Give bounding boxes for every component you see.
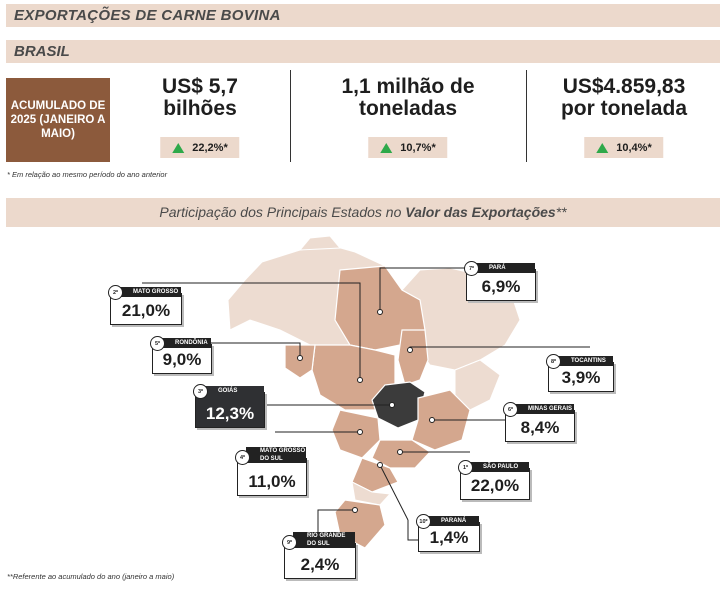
callout-sao-paulo: SÃO PAULO 1º 22,0% xyxy=(458,460,530,500)
marker-rondonia xyxy=(297,355,303,361)
state-label: TOCANTINS xyxy=(557,356,613,366)
share-value: 12,3% xyxy=(205,404,255,423)
leader-rondonia xyxy=(175,342,301,358)
callout-goias: GOIÁS 3º 12,3% xyxy=(193,384,265,428)
share-value: 21,0% xyxy=(121,301,171,320)
share-value: 3,9% xyxy=(561,368,601,387)
leader-para xyxy=(379,267,470,312)
arrow-up-icon xyxy=(380,142,393,153)
kpi-price: US$4.859,83 por tonelada 10,4%* xyxy=(528,68,720,162)
rank-badge: 5º xyxy=(150,336,165,351)
map-state-rondonia xyxy=(284,344,316,379)
state-label: MATO GROSSO xyxy=(119,287,181,297)
share-value: 1,4% xyxy=(429,528,469,547)
page-title: EXPORTAÇÕES DE CARNE BOVINA xyxy=(14,7,281,24)
leader-rio-grande-do-sul xyxy=(317,509,355,535)
rank-badge: 6º xyxy=(503,402,518,417)
kpi-volume-line2: toneladas xyxy=(358,97,458,120)
map-state-mato-grosso-do-sul xyxy=(331,409,381,459)
kpi-volume-line1: 1,1 milhão de xyxy=(341,75,475,98)
kpi-divider xyxy=(290,70,291,162)
marker-minas-gerais xyxy=(429,417,435,423)
marker-mato-grosso xyxy=(357,377,363,383)
arrow-up-icon xyxy=(172,142,185,153)
title-band: EXPORTAÇÕES DE CARNE BOVINA xyxy=(6,4,720,27)
kpi-volume-change: 10,7%* xyxy=(368,137,448,158)
marker-goias xyxy=(389,402,395,408)
state-label: PARANÁ xyxy=(427,516,479,526)
rank-badge: 9º xyxy=(282,535,297,550)
state-label: MINAS GERAIS xyxy=(514,404,574,414)
callout-mato-grosso: MATO GROSSO 2º 21,0% xyxy=(108,285,182,325)
rank-badge: 10º xyxy=(416,514,431,529)
share-value: 2,4% xyxy=(300,555,340,574)
rank-badge: 7º xyxy=(464,261,479,276)
state-label: MATO GROSSO DO SUL xyxy=(246,447,306,463)
rank-badge: 4º xyxy=(235,450,250,465)
map-state-parana xyxy=(351,457,399,493)
state-label: GOIÁS xyxy=(204,386,264,396)
leader-parana-2 xyxy=(379,464,409,521)
marker-tocantins xyxy=(407,347,413,353)
state-label: PARÁ xyxy=(475,263,535,273)
share-value: 9,0% xyxy=(162,350,202,369)
share-value: 22,0% xyxy=(470,476,520,495)
map-state-goias xyxy=(371,381,426,429)
share-value: 6,9% xyxy=(481,277,521,296)
marker-parana xyxy=(377,462,383,468)
kpi-price-change: 10,4%* xyxy=(584,137,664,158)
footnote-reference: **Referente ao acumulado do ano (janeiro… xyxy=(7,572,175,581)
share-value: 11,0% xyxy=(248,472,296,491)
map-state-tocantins xyxy=(397,329,429,386)
chart-title: Participação dos Principais Estados no V… xyxy=(159,204,567,220)
callout-tocantins: TOCANTINS 8º 3,9% xyxy=(546,354,614,392)
map-amapa-roraima xyxy=(298,235,342,251)
state-label: SÃO PAULO xyxy=(469,462,529,472)
marker-para xyxy=(377,309,383,315)
kpi-volume: 1,1 milhão de toneladas 10,7%* xyxy=(292,68,524,162)
kpi-price-line2: por tonelada xyxy=(560,97,687,120)
callout-para: PARÁ 7º 6,9% xyxy=(464,261,536,301)
kpi-value-line1: US$ 5,7 xyxy=(162,75,238,98)
kpi-value: US$ 5,7 bilhões 22,2%* xyxy=(112,68,288,162)
callout-rio-grande-do-sul: RIO GRANDE DO SUL 9º 2,4% xyxy=(282,532,356,579)
subtitle-band: BRASIL xyxy=(6,40,720,63)
rank-badge: 2º xyxy=(108,285,123,300)
kpi-value-line2: bilhões xyxy=(163,97,237,120)
chart-title-band: Participação dos Principais Estados no V… xyxy=(6,198,720,227)
callout-mato-grosso-do-sul: MATO GROSSO DO SUL 4º 11,0% xyxy=(235,447,307,496)
marker-mato-grosso-do-sul xyxy=(357,429,363,435)
callout-parana: PARANÁ 10º 1,4% xyxy=(416,514,480,552)
rank-badge: 3º xyxy=(193,384,208,399)
map-state-santa-catarina xyxy=(351,481,392,506)
rank-badge: 1º xyxy=(458,460,473,475)
leader-mato-grosso xyxy=(142,282,361,380)
footnote-change: * Em relação ao mesmo período do ano ant… xyxy=(7,170,168,179)
period-box: ACUMULADO DE 2025 (JANEIRO A MAIO) xyxy=(6,78,110,162)
kpi-price-line1: US$4.859,83 xyxy=(562,75,686,98)
page-subtitle: BRASIL xyxy=(14,43,70,60)
state-label: RIO GRANDE DO SUL xyxy=(293,532,355,548)
kpi-value-change: 22,2%* xyxy=(160,137,240,158)
kpi-divider xyxy=(526,70,527,162)
callout-minas-gerais: MINAS GERAIS 6º 8,4% xyxy=(503,402,575,442)
marker-rio-grande-do-sul xyxy=(352,507,358,513)
period-label: ACUMULADO DE 2025 (JANEIRO A MAIO) xyxy=(10,100,106,140)
state-label: RONDÔNIA xyxy=(161,338,211,348)
share-value: 8,4% xyxy=(520,418,560,437)
callout-rondonia: RONDÔNIA 5º 9,0% xyxy=(150,336,212,374)
arrow-up-icon xyxy=(596,142,609,153)
rank-badge: 8º xyxy=(546,354,561,369)
marker-sao-paulo xyxy=(397,449,403,455)
